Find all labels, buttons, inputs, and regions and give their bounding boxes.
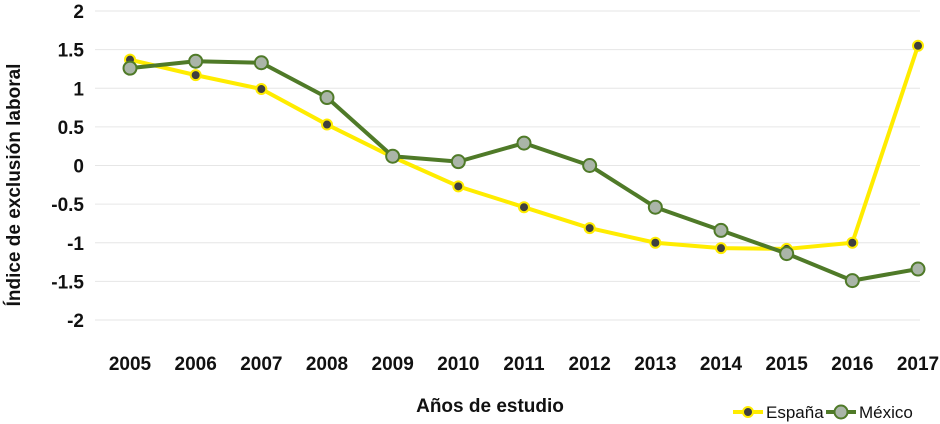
- x-tick-label: 2017: [897, 354, 939, 375]
- x-tick-label: 2008: [306, 354, 348, 375]
- legend-label: España: [766, 403, 824, 422]
- data-point: [255, 83, 268, 96]
- x-tick-label: 2007: [240, 354, 282, 375]
- y-tick-label: 1: [73, 79, 84, 100]
- y-tick-label: -0.5: [51, 195, 84, 216]
- y-tick-label: -2: [67, 311, 84, 332]
- data-point: [188, 53, 204, 69]
- y-axis-title: Índice de exclusión laboral: [3, 64, 25, 307]
- data-point: [649, 236, 662, 249]
- data-point: [518, 201, 530, 214]
- x-tick-label: 2010: [437, 354, 479, 375]
- data-point: [452, 180, 465, 193]
- data-point: [583, 222, 596, 235]
- data-point: [385, 148, 401, 164]
- x-tick-label: 2006: [175, 354, 217, 375]
- x-tick-label: 2009: [372, 354, 414, 375]
- legend-label: México: [859, 403, 913, 422]
- data-point: [253, 55, 269, 71]
- x-tick-label: 2015: [766, 354, 809, 375]
- x-tick-label: 2013: [634, 354, 676, 375]
- y-tick-label: 0: [73, 157, 84, 178]
- data-point: [450, 154, 466, 170]
- data-point: [912, 39, 924, 52]
- series-mexico: [122, 53, 926, 289]
- data-point: [713, 222, 729, 238]
- data-point: [122, 60, 138, 76]
- x-tick-label: 2012: [569, 354, 611, 375]
- x-tick-label: 2014: [700, 354, 743, 375]
- data-point: [910, 261, 926, 277]
- y-tick-label: -1: [67, 234, 84, 255]
- data-point: [715, 242, 727, 255]
- legend: España México: [733, 403, 913, 422]
- x-axis-title: Años de estudio: [416, 396, 564, 417]
- data-point: [582, 158, 598, 173]
- data-point: [846, 236, 859, 249]
- data-point: [189, 69, 202, 82]
- data-point: [321, 118, 333, 131]
- legend-swatch-marker: [833, 404, 849, 420]
- x-tick-label: 2005: [109, 354, 152, 375]
- y-tick-label: -1.5: [51, 272, 84, 293]
- y-tick-label: 2: [73, 2, 84, 23]
- x-tick-label: 2016: [831, 354, 873, 375]
- y-tick-label: 0.5: [58, 118, 85, 139]
- data-point: [647, 199, 663, 215]
- x-tick-label: 2011: [503, 354, 545, 375]
- y-tick-label: 1.5: [58, 41, 85, 62]
- data-point: [779, 246, 795, 262]
- data-point: [516, 135, 532, 151]
- legend-swatch-marker: [742, 406, 754, 418]
- data-point: [319, 90, 335, 106]
- data-point: [844, 273, 860, 289]
